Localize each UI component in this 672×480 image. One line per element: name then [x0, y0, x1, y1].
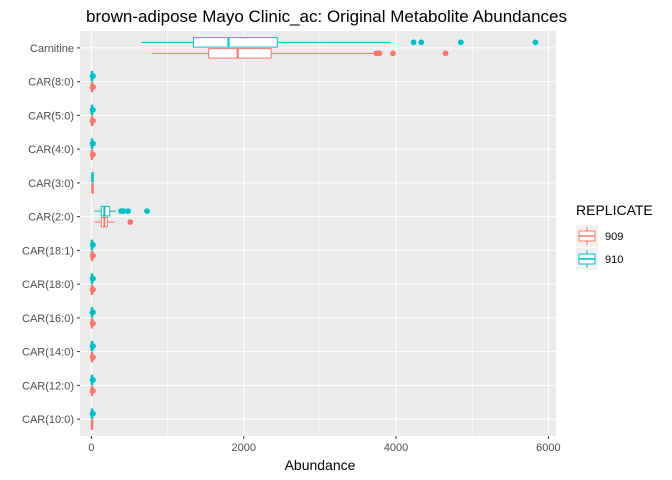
y-tick-label: CAR(14:0): [22, 347, 74, 359]
outlier-point: [90, 410, 96, 417]
legend: REPLICATE 909 910: [576, 202, 653, 270]
outlier-point: [90, 140, 96, 147]
legend-key-909: 909: [576, 225, 623, 247]
y-tick-label: CAR(18:0): [22, 279, 74, 291]
outlier-point: [120, 208, 127, 215]
x-tick-label: 4000: [384, 442, 408, 454]
outlier-point: [90, 387, 96, 394]
box-909-CAR(3:0): [91, 183, 94, 194]
box-910-CAR(2:0): [94, 205, 150, 217]
outlier-point: [457, 39, 464, 46]
x-axis: 0 2000 4000 6000: [88, 436, 561, 454]
outlier-point: [90, 241, 96, 248]
legend-key-910: 910: [576, 248, 623, 270]
box-909-CAR(18:1): [89, 250, 96, 262]
box-910-CAR(10:0): [89, 408, 96, 419]
outlier-point: [90, 343, 96, 350]
box-909-CAR(2:0): [94, 216, 134, 228]
x-tick-label: 2000: [232, 442, 256, 454]
y-tick-label: CAR(18:1): [22, 245, 74, 257]
outlier-point: [418, 39, 425, 46]
outlier-point: [532, 39, 539, 46]
box-910-CAR(4:0): [89, 138, 96, 149]
grid-lines: [80, 31, 556, 436]
box-909-CAR(8:0): [89, 81, 96, 93]
y-tick-label: CAR(10:0): [22, 414, 74, 426]
box-iqr: [100, 205, 111, 217]
y-tick-label: CAR(16:0): [22, 313, 74, 325]
box-909-CAR(18:0): [89, 284, 96, 295]
box-909-Carnitine: [152, 48, 449, 59]
chart-title: brown-adipose Mayo Clinic_ac: Original M…: [86, 7, 567, 26]
box-909-CAR(16:0): [89, 318, 96, 329]
y-tick-label: CAR(12:0): [22, 380, 74, 392]
outlier-point: [90, 376, 96, 383]
box-909-CAR(12:0): [89, 385, 96, 397]
outlier-point: [90, 309, 96, 316]
box-909-CAR(4:0): [89, 149, 96, 160]
outlier-point: [442, 50, 449, 57]
x-tick-label: 6000: [536, 442, 560, 454]
x-axis-title: Abundance: [285, 457, 356, 473]
box-910-CAR(12:0): [89, 374, 96, 386]
outlier-point: [410, 39, 417, 46]
outlier-point: [90, 252, 96, 259]
y-tick-label: CAR(8:0): [28, 77, 74, 89]
outlier-point: [127, 219, 134, 226]
x-tick-label: 0: [88, 442, 94, 454]
y-tick-label: CAR(2:0): [28, 212, 74, 224]
y-axis: Carnitine CAR(8:0) CAR(5:0) CAR(4:0) CAR(3:0…: [22, 43, 80, 426]
outlier-point: [144, 208, 150, 215]
y-tick-label: Carnitine: [30, 43, 74, 55]
outlier-point: [90, 151, 96, 158]
box-909-CAR(14:0): [89, 351, 96, 363]
box-910-CAR(18:0): [89, 273, 96, 284]
outlier-point: [90, 73, 96, 80]
box-910-CAR(8:0): [89, 70, 96, 82]
legend-title: REPLICATE: [576, 202, 653, 218]
y-tick-label: CAR(5:0): [28, 110, 74, 122]
box-909-CAR(10:0): [90, 419, 94, 430]
y-tick-label: CAR(4:0): [28, 144, 74, 156]
legend-label: 910: [605, 254, 623, 266]
outlier-point: [90, 84, 96, 91]
box-iqr: [192, 37, 278, 48]
box-910-CAR(18:1): [89, 239, 96, 251]
chart-marks: [89, 37, 539, 430]
outlier-point: [90, 275, 96, 282]
box-909-CAR(5:0): [89, 115, 96, 127]
box-iqr: [208, 48, 272, 59]
outlier-point: [90, 106, 96, 113]
series-910: [89, 37, 539, 419]
box-910-Carnitine: [140, 37, 539, 48]
outlier-point: [390, 50, 396, 57]
legend-label: 909: [605, 231, 623, 243]
box-910-CAR(3:0): [91, 172, 94, 183]
outlier-point: [125, 208, 131, 215]
outlier-point: [90, 117, 96, 124]
y-tick-label: CAR(3:0): [28, 178, 74, 190]
outlier-point: [90, 354, 96, 361]
outlier-point: [376, 50, 383, 57]
outlier-point: [90, 320, 96, 327]
box-910-CAR(5:0): [89, 104, 96, 116]
plot-panel: [80, 31, 556, 436]
box-910-CAR(16:0): [89, 307, 96, 318]
outlier-point: [90, 286, 96, 293]
box-910-CAR(14:0): [89, 340, 96, 352]
series-909: [89, 48, 449, 430]
